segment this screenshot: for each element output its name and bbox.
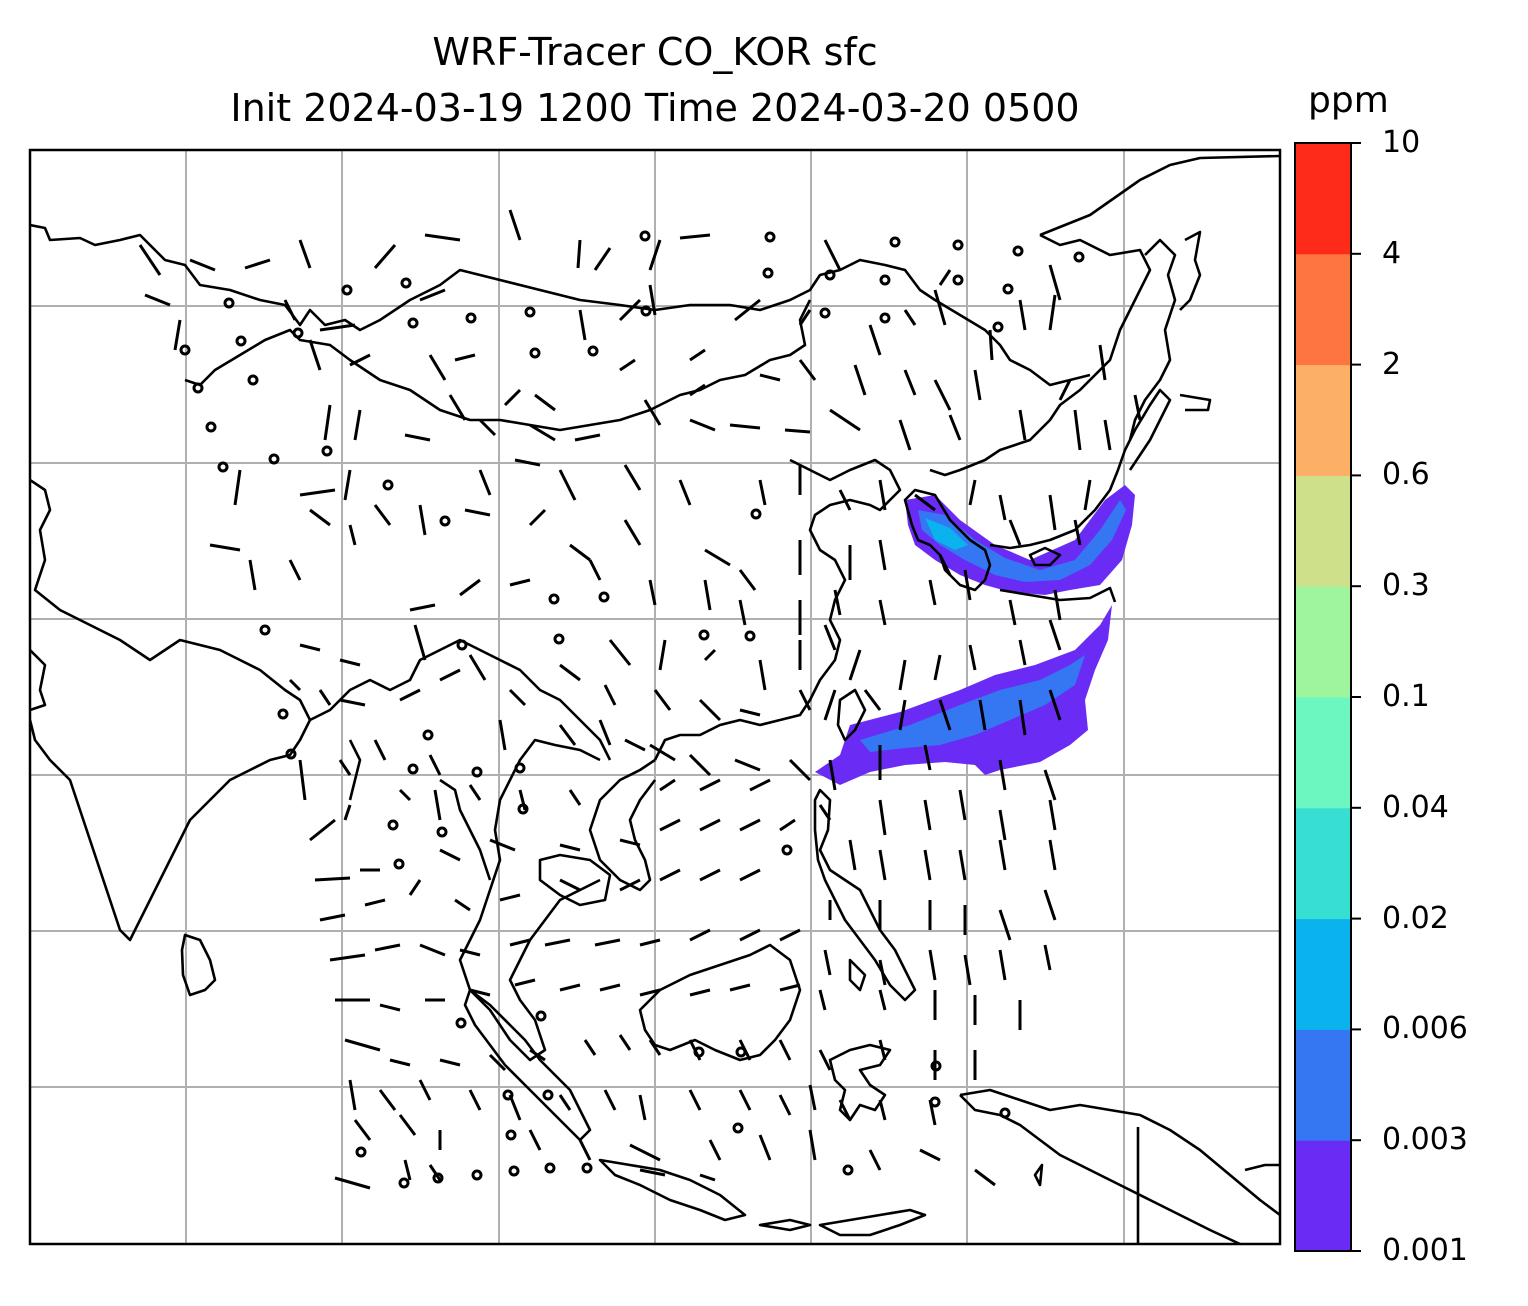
colorbar-tick-label: 0.001 — [1382, 1233, 1468, 1268]
colorbar-tick-label: 2 — [1382, 346, 1402, 382]
colorbar-tick-label: 0.02 — [1382, 900, 1449, 936]
map-area — [30, 150, 1280, 1244]
colorbar-segment — [1295, 1029, 1351, 1141]
plume-south-inner — [860, 655, 1085, 752]
tracer-plume — [815, 485, 1135, 785]
coastlines — [30, 154, 1280, 1244]
colorbar-segment — [1295, 807, 1351, 920]
map-title-line1: WRF-Tracer CO_KOR sfc — [432, 30, 878, 74]
colorbar-tick-label: 0.1 — [1382, 679, 1430, 714]
colorbar — [1294, 142, 1361, 1252]
calm-wind-circles — [179, 230, 1085, 1189]
colorbar-segment — [1295, 586, 1351, 698]
colorbar-segment — [1295, 143, 1351, 255]
plume-korea-japan-inner — [918, 500, 1126, 582]
map-frame — [28, 148, 1282, 1246]
colorbar-tick-label: 4 — [1382, 235, 1402, 271]
wind-barbs — [138, 209, 1142, 1190]
colorbar-segment — [1295, 253, 1351, 366]
colorbar-tick-label: 10 — [1382, 125, 1421, 160]
colorbar-segment — [1295, 364, 1351, 476]
colorbar-tick-label: 0.3 — [1382, 568, 1430, 604]
colorbar-tick-label: 0.6 — [1382, 457, 1430, 493]
colorbar-segment — [1295, 918, 1351, 1030]
colorbar-unit-label: ppm — [1308, 80, 1389, 121]
colorbar-segment — [1295, 475, 1351, 587]
colorbar-segment — [1295, 697, 1351, 809]
plume-south — [815, 605, 1112, 785]
colorbar-tick-label: 0.003 — [1382, 1122, 1468, 1158]
plume-korea-core — [925, 518, 968, 550]
colorbar-segment — [1295, 1140, 1351, 1252]
map-title-line2: Init 2024-03-19 1200 Time 2024-03-20 050… — [230, 86, 1080, 130]
colorbar-tick-label: 0.006 — [1382, 1011, 1468, 1047]
colorbar-tick-label: 0.04 — [1382, 789, 1449, 825]
